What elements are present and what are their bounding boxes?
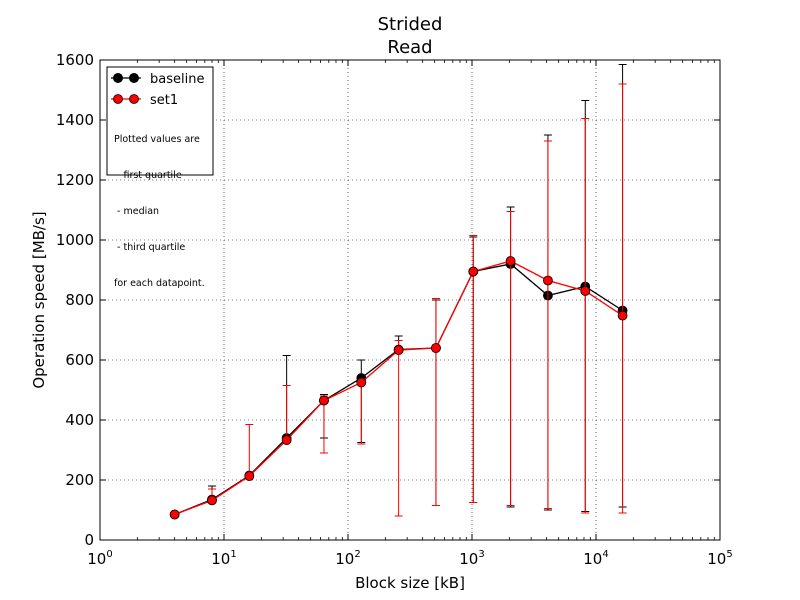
x-tick-label: 101 [211, 549, 236, 568]
data-point [431, 343, 441, 353]
legend-note-line: - first quartile [114, 170, 182, 181]
y-tick-label: 200 [65, 471, 94, 489]
y-axis-label: Operation speed [MB/s] [30, 211, 48, 388]
axis-ticks: 100 101 102 103 104 105 0 200 400 600 800 1000 1200 1… [56, 51, 733, 568]
chart-title-line-2: Read [387, 37, 432, 58]
legend-marker-baseline [113, 73, 123, 83]
x-tick-label: 100 [87, 549, 112, 568]
y-tick-label: 1600 [56, 51, 94, 69]
y-tick-label: 0 [84, 531, 94, 549]
legend-marker-set1-2 [129, 94, 139, 104]
data-point [580, 286, 591, 296]
x-axis-label: Block size [kB] [355, 574, 465, 592]
y-tick-label: 600 [65, 351, 94, 369]
legend-marker-baseline-2 [129, 73, 139, 83]
legend-box [106, 66, 214, 176]
data-point [505, 256, 516, 266]
legend-label-baseline: baseline [150, 72, 204, 87]
y-tick-label: 400 [65, 411, 94, 429]
y-tick-label: 1400 [56, 111, 94, 129]
legend-note-line: - third quartile [114, 242, 186, 253]
legend-note-line: Plotted values are [114, 134, 200, 145]
grid-lines [100, 60, 720, 540]
x-tick-label: 102 [335, 549, 360, 568]
y-tick-label: 800 [65, 291, 94, 309]
data-point [281, 435, 292, 446]
data-point [543, 275, 553, 286]
legend-note-line: - median [114, 206, 160, 217]
series-set1 [169, 83, 628, 520]
data-point [207, 495, 217, 506]
x-tick-label: 105 [707, 549, 732, 568]
legend-marker-set1 [113, 94, 123, 104]
legend-note-line: for each datapoint. [114, 278, 205, 289]
y-tick-label: 1200 [56, 171, 94, 189]
data-point [468, 266, 479, 277]
series-layer [169, 64, 628, 520]
data-point [393, 345, 404, 356]
data-point [169, 509, 180, 520]
legend-note: Plotted values are - first quartile - me… [114, 110, 205, 302]
chart-title-line-1: Strided [378, 14, 443, 35]
legend-label-set1: set1 [150, 93, 178, 108]
data-point [356, 377, 367, 388]
data-point [319, 395, 329, 406]
data-point [244, 471, 255, 482]
plot-area-frame [99, 59, 721, 541]
data-point [617, 310, 628, 321]
y-tick-label: 1000 [56, 231, 94, 249]
x-tick-label: 104 [583, 549, 608, 568]
x-tick-label: 103 [459, 549, 484, 568]
legend: baseline set1 [106, 66, 214, 176]
